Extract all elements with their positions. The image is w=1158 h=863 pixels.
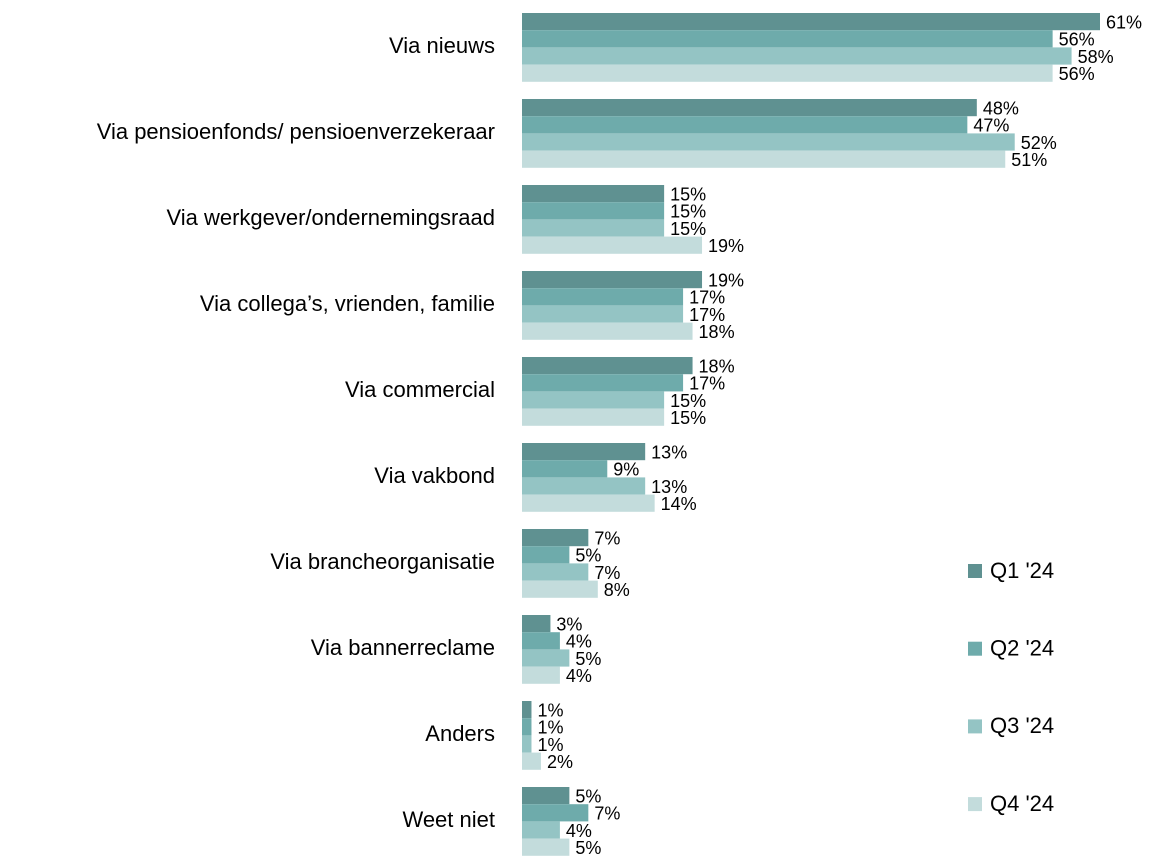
value-label: 2% [547,752,573,772]
category-label: Via commercial [345,377,495,402]
value-label: 15% [670,391,706,411]
bar [522,666,560,684]
bar [522,632,560,650]
bar [522,546,570,564]
value-label: 8% [604,580,630,600]
bar [522,322,693,340]
value-label: 48% [983,98,1019,118]
value-label: 1% [537,718,563,738]
value-label: 7% [594,804,620,824]
bar [522,477,646,495]
bar [522,408,665,426]
value-label: 47% [973,116,1009,136]
value-label: 15% [670,408,706,428]
bar [522,305,684,323]
legend-label: Q2 '24 [990,636,1054,661]
value-label: 61% [1106,12,1142,32]
category-label: Weet niet [402,807,495,832]
value-label: 15% [670,184,706,204]
bar [522,787,570,805]
value-label: 4% [566,666,592,686]
bar [522,13,1100,31]
bar [522,219,665,237]
bar [522,357,693,375]
bar [522,838,570,856]
value-label: 18% [699,356,735,376]
bar [522,701,532,719]
value-label: 56% [1059,30,1095,50]
value-label: 17% [689,288,725,308]
value-label: 14% [661,494,697,514]
bar [522,580,598,598]
value-label: 3% [556,614,582,634]
value-label: 4% [566,632,592,652]
category-label: Via nieuws [389,33,495,58]
value-label: 13% [651,442,687,462]
bar [522,99,977,117]
category-label: Via vakbond [374,463,495,488]
value-label: 52% [1021,133,1057,153]
bar [522,116,968,134]
value-label: 19% [708,270,744,290]
value-label: 18% [699,322,735,342]
bar [522,735,532,753]
bar [522,133,1015,151]
legend-label: Q3 '24 [990,713,1054,738]
bar [522,236,703,254]
value-label: 56% [1059,64,1095,84]
bar [522,271,703,289]
legend-label: Q4 '24 [990,791,1054,816]
value-label: 1% [537,700,563,720]
value-label: 1% [537,735,563,755]
bar [522,150,1006,168]
legend-label: Q1 '24 [990,558,1054,583]
value-label: 51% [1011,150,1047,170]
category-label: Via pensioenfonds/ pensioenverzekeraar [97,119,495,144]
category-label: Anders [425,721,495,746]
legend-swatch [968,797,982,812]
category-label: Via bannerreclame [311,635,495,660]
value-label: 7% [594,528,620,548]
bar [522,718,532,736]
legend-swatch [968,564,982,578]
bar [522,30,1053,48]
value-label: 9% [613,460,639,480]
value-label: 58% [1078,47,1114,67]
bar [522,64,1053,82]
bar [522,563,589,581]
bar [522,202,665,220]
bar [522,374,684,392]
bar [522,615,551,633]
legend-swatch [968,719,982,734]
value-label: 17% [689,305,725,325]
bar [522,391,665,409]
bar [522,804,589,822]
bar [522,288,684,306]
value-label: 17% [689,374,725,394]
bar [522,752,541,770]
value-label: 7% [594,563,620,583]
bar [522,185,665,203]
value-label: 15% [670,202,706,222]
bar [522,821,560,839]
value-label: 5% [575,546,601,566]
bar [522,529,589,547]
category-label: Via werkgever/ondernemingsraad [166,205,495,230]
category-label: Via brancheorganisatie [270,549,495,574]
value-label: 5% [575,649,601,669]
value-label: 5% [575,838,601,858]
legend-swatch [968,641,982,656]
value-label: 15% [670,219,706,239]
category-label: Via collega’s, vrienden, familie [200,291,495,316]
bar [522,649,570,667]
bar [522,460,608,478]
value-label: 13% [651,477,687,497]
bar [522,443,646,461]
bar [522,494,655,512]
value-label: 19% [708,236,744,256]
value-label: 5% [575,786,601,806]
value-label: 4% [566,821,592,841]
bar [522,47,1072,65]
